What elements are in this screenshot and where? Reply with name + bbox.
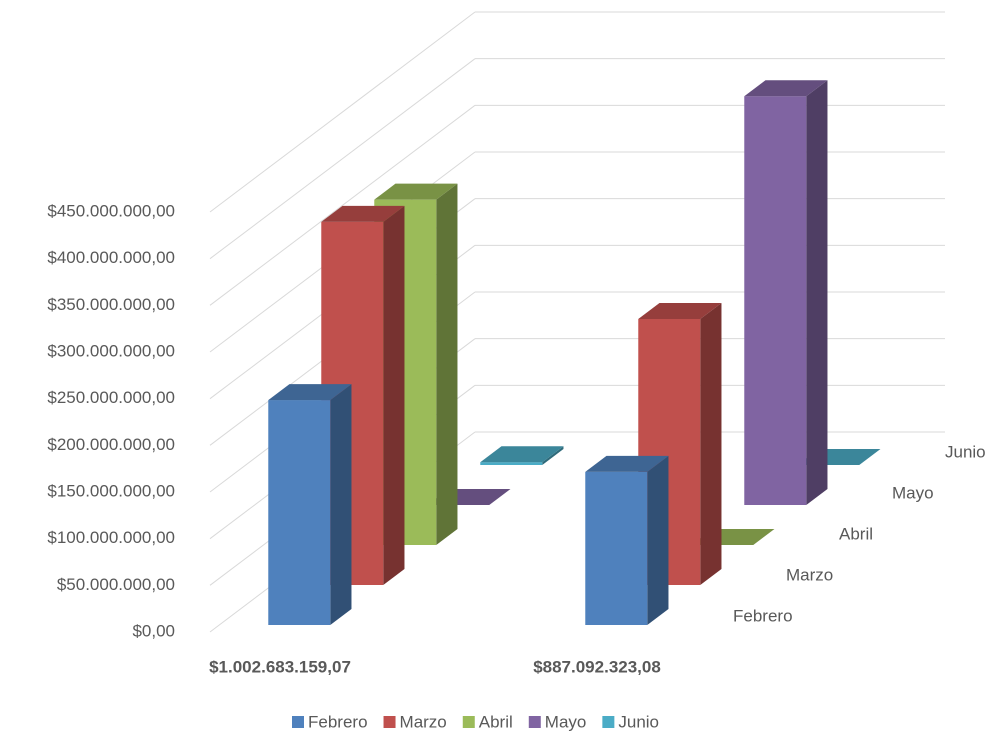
y-tick-label: $250.000.000,00	[47, 388, 175, 407]
y-tick-label: $400.000.000,00	[47, 248, 175, 267]
y-tick-label: $300.000.000,00	[47, 341, 175, 360]
y-tick-label: $50.000.000,00	[57, 575, 175, 594]
bar-side	[383, 205, 405, 585]
bar-side	[700, 303, 722, 585]
legend-swatch	[383, 716, 396, 728]
legend-label: Febrero	[308, 712, 368, 731]
bar	[480, 462, 543, 465]
bar-side	[806, 80, 828, 505]
depth-label: Marzo	[786, 565, 833, 584]
depth-label: Mayo	[892, 483, 934, 502]
legend-label: Abril	[479, 712, 513, 731]
grid-line	[209, 11, 476, 213]
depth-label: Junio	[945, 442, 986, 461]
bar-3d	[585, 455, 669, 625]
legend-swatch	[292, 716, 304, 728]
depth-label: Abril	[839, 524, 873, 543]
depth-label: Febrero	[733, 606, 793, 625]
bar-side	[330, 384, 352, 625]
x-tick-label: $887.092.323,08	[533, 657, 661, 676]
bar-top	[321, 205, 405, 222]
bar-top	[585, 455, 669, 472]
bar-3d	[480, 446, 564, 465]
y-tick-label: $0,00	[132, 621, 175, 640]
legend-label: Marzo	[400, 712, 447, 731]
bar	[744, 96, 807, 505]
legend-label: Junio	[618, 712, 659, 731]
bar-side	[647, 455, 669, 625]
bar-side	[542, 446, 564, 465]
grid-line	[209, 104, 476, 306]
bar-top	[480, 446, 564, 463]
bar-top	[744, 80, 828, 97]
x-tick-label: $1.002.683.159,07	[209, 657, 351, 676]
bar	[268, 400, 331, 625]
bar-side	[436, 183, 458, 545]
bar	[585, 471, 648, 625]
y-tick-label: $100.000.000,00	[47, 528, 175, 547]
y-tick-label: $150.000.000,00	[47, 481, 175, 500]
bar-3d	[268, 384, 352, 625]
y-tick-label: $350.000.000,00	[47, 295, 175, 314]
legend-swatch	[602, 716, 615, 728]
bar-top	[268, 384, 352, 401]
legend-label: Mayo	[545, 712, 587, 731]
y-tick-label: $450.000.000,00	[47, 201, 175, 220]
bar-top	[638, 303, 722, 319]
bar-3d	[744, 80, 828, 505]
legend-swatch	[462, 716, 475, 728]
y-tick-label: $200.000.000,00	[47, 435, 175, 454]
bar-top	[374, 183, 458, 200]
grid-line	[209, 58, 476, 260]
legend-swatch	[528, 716, 541, 728]
